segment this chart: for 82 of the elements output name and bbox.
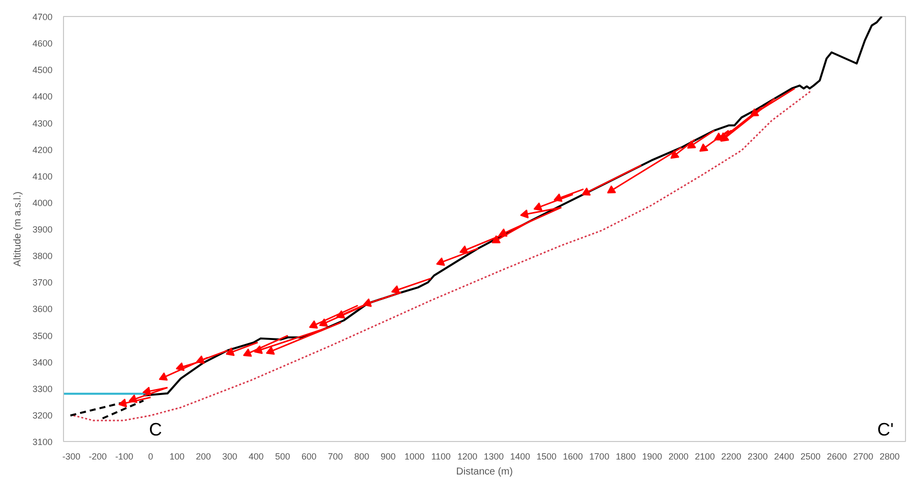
- x-tick-label: 1200: [457, 452, 478, 462]
- x-tick-label: 2400: [774, 452, 794, 462]
- x-tick-label: 1700: [589, 452, 610, 462]
- point: [391, 285, 400, 294]
- point: [670, 150, 680, 159]
- point: [196, 355, 205, 364]
- x-tick-label: 2700: [853, 452, 874, 462]
- x-tick-label: 400: [248, 452, 264, 462]
- y-tick-label: 3100: [32, 437, 53, 447]
- point: [699, 143, 708, 152]
- point: [336, 310, 346, 319]
- point: [176, 362, 185, 372]
- y-tick-label: 3400: [32, 357, 53, 368]
- point: [243, 348, 252, 357]
- point: [309, 320, 318, 329]
- annotation: C: [149, 420, 162, 440]
- x-tick-label: 200: [196, 452, 211, 462]
- y-tick-label: 4400: [32, 92, 53, 102]
- point: [554, 193, 562, 202]
- x-tick-label: 1100: [431, 452, 451, 462]
- x-tick-label: 1000: [404, 452, 425, 462]
- point: [750, 108, 760, 116]
- y-tick-label: 4600: [32, 38, 53, 49]
- point: [498, 228, 508, 237]
- y-tick-label: 4000: [32, 198, 53, 208]
- x-tick-label: -200: [88, 452, 107, 462]
- y-tick-label: 3600: [32, 304, 53, 314]
- point: [362, 298, 372, 307]
- point: [254, 345, 263, 354]
- point: [582, 188, 591, 196]
- point: [319, 318, 328, 327]
- x-tick-label: 1600: [562, 452, 583, 462]
- x-tick-label: 2800: [880, 452, 900, 462]
- point: [520, 210, 529, 218]
- x-tick-label: 2600: [826, 452, 847, 462]
- y-tick-label: 4300: [32, 118, 53, 128]
- y-axis-title: Altitude (m a.s.l.): [12, 191, 24, 267]
- x-tick-label: 0: [148, 452, 154, 462]
- x-tick-label: 2200: [721, 452, 742, 462]
- point: [266, 346, 275, 355]
- x-tick-label: -100: [115, 452, 134, 462]
- point: [459, 245, 468, 254]
- x-tick-label: 900: [380, 452, 396, 462]
- x-tick-label: 2300: [748, 452, 768, 462]
- x-tick-label: 1300: [484, 452, 504, 462]
- point: [492, 235, 501, 244]
- x-tick-label: 1500: [536, 452, 557, 462]
- y-tick-label: 3700: [32, 278, 53, 288]
- x-tick-label: 2500: [800, 452, 820, 462]
- x-tick-label: 500: [275, 452, 290, 462]
- annotation: C': [877, 420, 894, 440]
- y-tick-label: 3900: [32, 224, 53, 234]
- y-tick-label: 4100: [32, 171, 53, 182]
- x-tick-label: 1900: [642, 452, 662, 462]
- x-tick-label: 700: [328, 452, 343, 462]
- point: [607, 185, 616, 194]
- y-tick-label: 4200: [32, 144, 53, 155]
- point: [687, 140, 696, 149]
- x-tick-label: -300: [62, 452, 80, 462]
- point: [436, 257, 446, 266]
- point: [128, 394, 138, 404]
- x-axis-title: Distance (m): [456, 466, 513, 478]
- x-tick-label: 800: [354, 452, 370, 462]
- x-tick-label: 1400: [510, 452, 530, 462]
- point: [158, 372, 168, 381]
- point: [142, 386, 151, 396]
- y-tick-label: 3800: [32, 251, 53, 262]
- x-tick-label: 300: [222, 452, 238, 462]
- point: [534, 202, 542, 211]
- point: [226, 347, 235, 356]
- y-tick-label: 4500: [32, 65, 53, 76]
- x-tick-label: 2100: [694, 452, 715, 462]
- y-tick-label: 4700: [32, 12, 53, 22]
- y-tick-label: 3300: [32, 384, 53, 394]
- x-tick-label: 600: [301, 452, 316, 462]
- y-tick-label: 3500: [32, 330, 53, 341]
- x-tick-label: 2000: [668, 452, 689, 462]
- x-tick-label: 1800: [616, 452, 636, 462]
- x-tick-label: 100: [169, 452, 185, 462]
- y-tick-label: 3200: [32, 410, 53, 420]
- point: [118, 398, 128, 408]
- line-series: [142, 16, 883, 397]
